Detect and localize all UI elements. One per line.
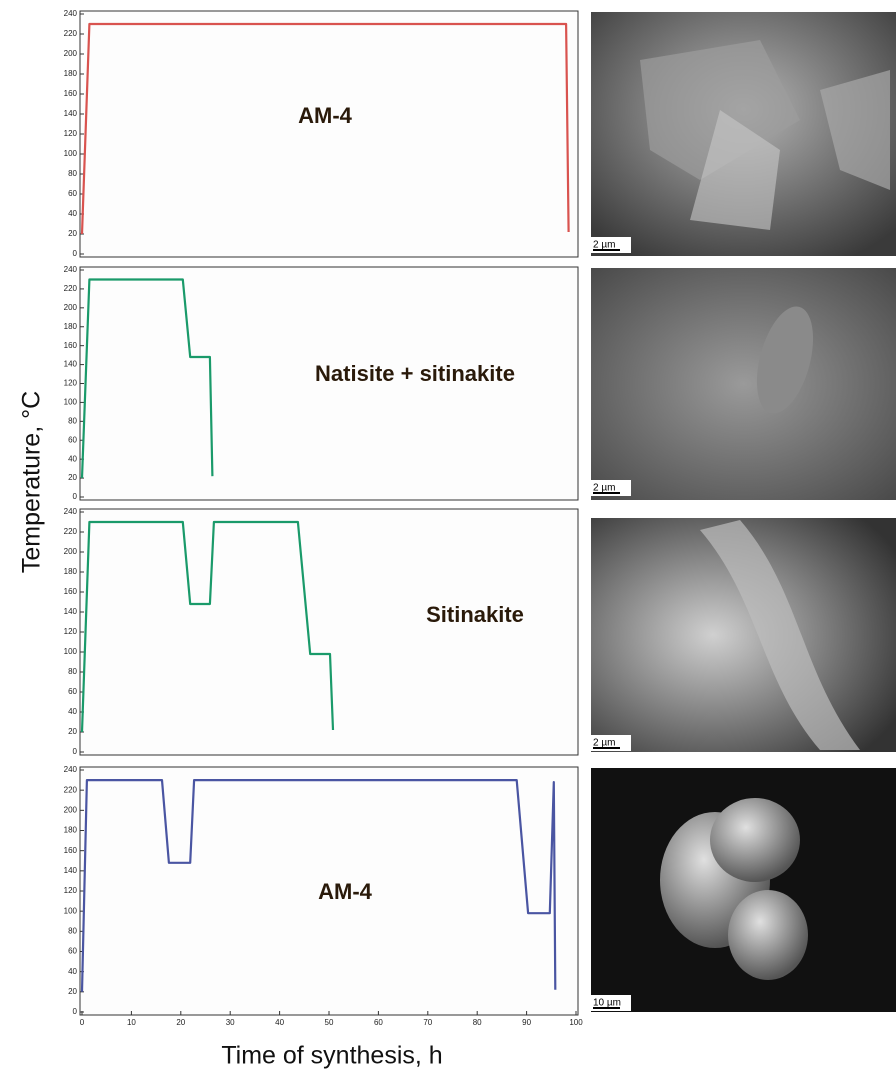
- y-tick-label: 240: [64, 9, 78, 18]
- y-tick-label: 200: [64, 49, 78, 58]
- y-tick-label: 80: [68, 416, 77, 425]
- y-tick-label: 20: [68, 229, 77, 238]
- plot-frame: [80, 11, 578, 257]
- y-tick-label: 0: [73, 492, 78, 501]
- y-tick-label: 140: [64, 866, 78, 875]
- y-tick-label: 180: [64, 322, 78, 331]
- y-tick-label: 80: [68, 169, 77, 178]
- y-tick-label: 160: [64, 846, 78, 855]
- y-tick-label: 240: [64, 507, 78, 516]
- x-tick-label: 0: [80, 1018, 85, 1027]
- annotation: AM-4: [318, 879, 373, 904]
- y-tick-label: 60: [68, 435, 77, 444]
- x-tick-label: 60: [374, 1018, 383, 1027]
- y-tick-label: 160: [64, 89, 78, 98]
- y-tick-label: 140: [64, 109, 78, 118]
- y-tick-label: 180: [64, 69, 78, 78]
- y-tick-label: 0: [73, 249, 78, 258]
- x-tick-label: 100: [569, 1018, 583, 1027]
- y-tick-label: 40: [68, 707, 77, 716]
- x-tick-label: 40: [275, 1018, 284, 1027]
- y-tick-label: 200: [64, 303, 78, 312]
- crystal: [710, 798, 800, 882]
- y-tick-label: 180: [64, 567, 78, 576]
- y-tick-label: 20: [68, 473, 77, 482]
- x-tick-label: 70: [423, 1018, 432, 1027]
- y-tick-label: 40: [68, 454, 77, 463]
- y-tick-label: 80: [68, 926, 77, 935]
- y-tick-label: 20: [68, 987, 77, 996]
- y-tick-label: 40: [68, 967, 77, 976]
- y-tick-label: 60: [68, 687, 77, 696]
- y-tick-label: 240: [64, 765, 78, 774]
- y-tick-label: 160: [64, 587, 78, 596]
- y-tick-label: 220: [64, 785, 78, 794]
- scale-bar-label: 2 µm: [593, 240, 615, 251]
- y-tick-label: 220: [64, 29, 78, 38]
- y-tick-label: 140: [64, 607, 78, 616]
- y-tick-label: 60: [68, 947, 77, 956]
- y-tick-label: 120: [64, 129, 78, 138]
- x-tick-label: 90: [522, 1018, 531, 1027]
- annotation: Sitinakite: [426, 602, 524, 627]
- y-tick-label: 0: [73, 1007, 78, 1016]
- y-tick-label: 0: [73, 747, 78, 756]
- y-tick-label: 100: [64, 149, 78, 158]
- figure: Temperature, °C Time of synthesis, h 2 µ…: [0, 0, 896, 1078]
- y-tick-label: 160: [64, 341, 78, 350]
- y-tick-label: 80: [68, 667, 77, 676]
- y-tick-label: 20: [68, 727, 77, 736]
- y-tick-label: 100: [64, 906, 78, 915]
- y-tick-label: 120: [64, 627, 78, 636]
- y-tick-label: 100: [64, 398, 78, 407]
- x-tick-label: 50: [325, 1018, 334, 1027]
- y-axis-label: Temperature, °C: [18, 391, 46, 573]
- x-tick-label: 10: [127, 1018, 136, 1027]
- y-tick-label: 100: [64, 647, 78, 656]
- crystal: [728, 890, 808, 980]
- annotation: Natisite + sitinakite: [315, 361, 515, 386]
- y-tick-label: 240: [64, 265, 78, 274]
- y-tick-label: 200: [64, 805, 78, 814]
- y-tick-label: 220: [64, 284, 78, 293]
- y-tick-label: 220: [64, 527, 78, 536]
- y-tick-label: 120: [64, 886, 78, 895]
- annotation: AM-4: [298, 103, 353, 128]
- scale-bar-label: 2 µm: [593, 738, 615, 749]
- y-tick-label: 60: [68, 189, 77, 198]
- plot-frame: [80, 509, 578, 755]
- y-tick-label: 180: [64, 826, 78, 835]
- scale-bar-label: 10 µm: [593, 998, 621, 1009]
- x-tick-label: 80: [473, 1018, 482, 1027]
- y-tick-label: 140: [64, 360, 78, 369]
- micrographs: [591, 12, 896, 1012]
- y-tick-label: 40: [68, 209, 77, 218]
- scale-bar-label: 2 µm: [593, 483, 615, 494]
- x-tick-label: 20: [176, 1018, 185, 1027]
- x-axis-label: Time of synthesis, h: [221, 1042, 442, 1070]
- y-tick-label: 200: [64, 547, 78, 556]
- x-tick-label: 30: [226, 1018, 235, 1027]
- y-tick-label: 120: [64, 379, 78, 388]
- sem-image: [591, 268, 896, 500]
